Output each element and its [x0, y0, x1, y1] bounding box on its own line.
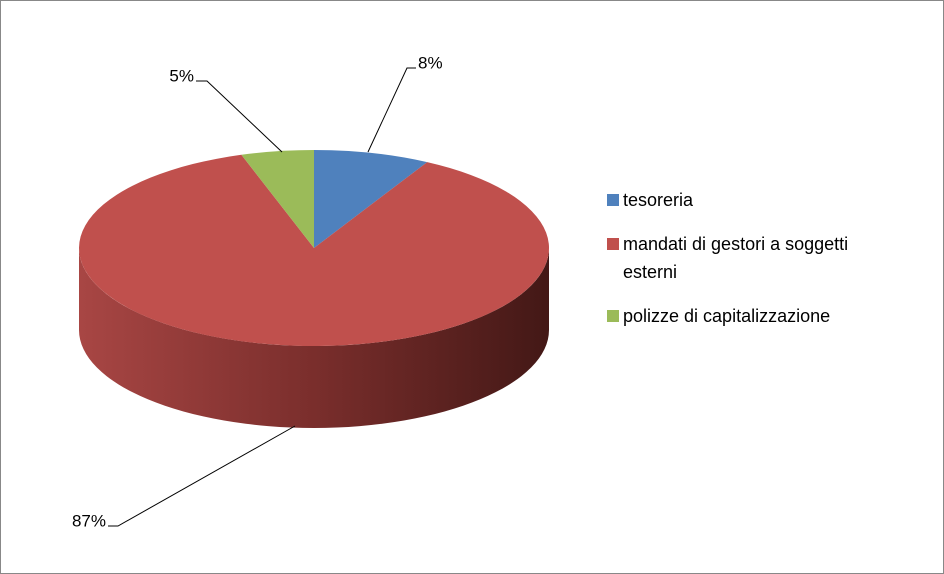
legend-item: mandati di gestori a soggetti esterni — [607, 230, 937, 286]
legend-item: tesoreria — [607, 186, 937, 214]
legend-swatch — [607, 238, 619, 250]
pie — [79, 150, 550, 428]
legend-swatch — [607, 194, 619, 206]
legend-label: polizze di capitalizzazione — [623, 306, 831, 326]
data-label: 8% — [418, 53, 443, 72]
data-label: 87% — [72, 511, 106, 530]
legend-label: tesoreria — [623, 190, 694, 210]
leader-line — [108, 425, 296, 527]
legend-label: mandati di gestori a soggetti esterni — [623, 234, 849, 282]
legend: tesoreria mandati di gestori a soggetti e… — [607, 186, 937, 346]
pie-slice-side — [79, 248, 549, 428]
pie-slice — [79, 154, 550, 347]
leader-line — [367, 67, 416, 153]
leader-line — [196, 80, 283, 153]
legend-item: polizze di capitalizzazione — [607, 302, 937, 330]
data-label: 5% — [169, 66, 194, 85]
pie-slice — [314, 150, 428, 248]
legend-swatch — [607, 310, 619, 322]
pie-slice — [241, 150, 314, 248]
